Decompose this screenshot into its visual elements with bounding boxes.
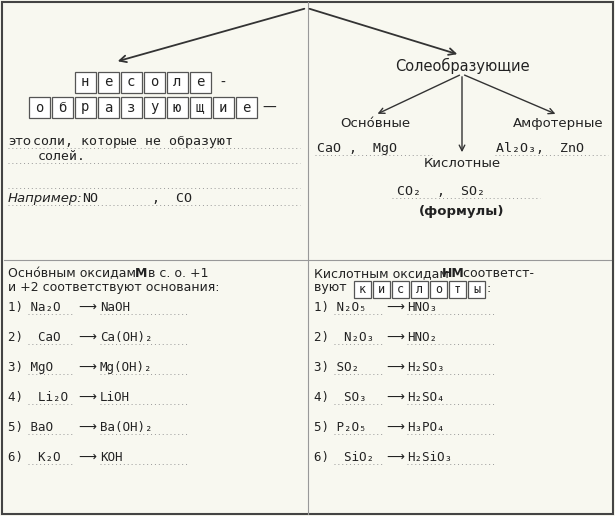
Text: Ba(OH)₂: Ba(OH)₂ (100, 421, 153, 434)
Text: Mg(OH)₂: Mg(OH)₂ (100, 361, 153, 374)
Text: CaO ,  MgO: CaO , MgO (317, 142, 397, 155)
Bar (189, 97, 210, 118)
Text: НМ: НМ (442, 267, 465, 280)
Text: о: о (150, 75, 158, 89)
Text: H₃PO₄: H₃PO₄ (407, 421, 445, 434)
Text: Кислотным оксидам: Кислотным оксидам (314, 267, 453, 280)
Text: 5) P₂O₅: 5) P₂O₅ (314, 421, 367, 434)
Text: в с. о. +1: в с. о. +1 (144, 267, 208, 280)
Text: ⟶: ⟶ (78, 421, 96, 434)
Text: HNO₃: HNO₃ (407, 301, 437, 314)
Text: 6)  SiO₂: 6) SiO₂ (314, 451, 374, 464)
Text: и +2 соответствуют основания:: и +2 соответствуют основания: (8, 281, 220, 294)
Text: NaOH: NaOH (100, 301, 130, 314)
Text: 2)  CaO: 2) CaO (8, 331, 60, 344)
Text: Например:: Например: (8, 192, 83, 205)
Bar (430, 281, 447, 298)
Text: е: е (104, 75, 112, 89)
Text: LiOH: LiOH (100, 391, 130, 404)
Text: М: М (135, 267, 148, 280)
Bar (143, 97, 164, 118)
Text: Al₂O₃,  ZnO: Al₂O₃, ZnO (496, 142, 584, 155)
Text: ,  CO: , CO (152, 192, 192, 205)
Text: 5) BaO: 5) BaO (8, 421, 53, 434)
Bar (468, 281, 485, 298)
Text: ⟶: ⟶ (386, 421, 404, 434)
Text: ⟶: ⟶ (386, 451, 404, 464)
Text: HNO₂: HNO₂ (407, 331, 437, 344)
Text: о: о (35, 101, 43, 115)
Text: :: : (487, 282, 491, 296)
Bar (189, 72, 210, 93)
Text: л: л (173, 75, 181, 89)
Bar (121, 97, 141, 118)
Bar (28, 97, 49, 118)
Text: ⟶: ⟶ (78, 301, 96, 314)
Text: у: у (150, 101, 158, 115)
Text: H₂SO₃: H₂SO₃ (407, 361, 445, 374)
Text: KOH: KOH (100, 451, 122, 464)
Text: соли, которые не образуют: соли, которые не образуют (33, 135, 233, 148)
Bar (98, 72, 119, 93)
Text: ⟶: ⟶ (78, 391, 96, 404)
Text: это: это (8, 135, 31, 148)
Text: солей.: солей. (38, 150, 86, 163)
Text: -: - (221, 75, 226, 89)
Text: соответст-: соответст- (459, 267, 534, 280)
Bar (392, 281, 409, 298)
Bar (213, 97, 234, 118)
Text: ⟶: ⟶ (386, 331, 404, 344)
Text: 3) MgO: 3) MgO (8, 361, 53, 374)
Text: ю: ю (173, 101, 181, 115)
Text: т: т (454, 283, 461, 296)
Text: с: с (397, 283, 404, 296)
Bar (167, 97, 188, 118)
Text: 2)  N₂O₃: 2) N₂O₃ (314, 331, 374, 344)
Text: с: с (127, 75, 135, 89)
Text: е: е (242, 101, 250, 115)
Text: 1) N₂O₅: 1) N₂O₅ (314, 301, 367, 314)
Text: ⟶: ⟶ (78, 451, 96, 464)
Text: и: и (219, 101, 227, 115)
Text: н: н (81, 75, 89, 89)
Text: H₂SiO₃: H₂SiO₃ (407, 451, 452, 464)
Text: Амфотерные: Амфотерные (513, 117, 603, 130)
Text: 3) SO₂: 3) SO₂ (314, 361, 359, 374)
Text: а: а (104, 101, 112, 115)
Text: o: o (435, 283, 442, 296)
Bar (98, 97, 119, 118)
Bar (74, 72, 95, 93)
Bar (52, 97, 73, 118)
Bar (373, 281, 390, 298)
Text: H₂SO₄: H₂SO₄ (407, 391, 445, 404)
Text: р: р (81, 101, 89, 115)
Text: и: и (378, 283, 385, 296)
Text: 4)  SO₃: 4) SO₃ (314, 391, 367, 404)
Text: CO₂  ,  SO₂: CO₂ , SO₂ (397, 185, 485, 198)
Text: Осно́вным оксидам: Осно́вным оксидам (8, 267, 140, 280)
Bar (167, 72, 188, 93)
Text: б: б (58, 101, 66, 115)
Text: Кислотные: Кислотные (424, 157, 501, 170)
Text: щ: щ (196, 101, 204, 115)
Text: ⟶: ⟶ (386, 361, 404, 374)
Bar (143, 72, 164, 93)
Bar (354, 281, 371, 298)
Text: ⟶: ⟶ (78, 331, 96, 344)
Text: Осно́вные: Осно́вные (340, 117, 410, 130)
Text: ⟶: ⟶ (386, 391, 404, 404)
Bar (236, 97, 256, 118)
Text: NO: NO (82, 192, 98, 205)
Text: (формулы): (формулы) (419, 205, 505, 218)
Text: е: е (196, 75, 204, 89)
Text: —: — (262, 101, 276, 115)
Bar (74, 97, 95, 118)
Text: ⟶: ⟶ (78, 361, 96, 374)
Text: 4)  Li₂O: 4) Li₂O (8, 391, 68, 404)
Text: Солеобразующие: Солеобразующие (395, 58, 530, 74)
Text: л: л (416, 283, 423, 296)
Text: з: з (127, 101, 135, 115)
Text: Ca(OH)₂: Ca(OH)₂ (100, 331, 153, 344)
Text: вуют: вуют (314, 281, 351, 294)
